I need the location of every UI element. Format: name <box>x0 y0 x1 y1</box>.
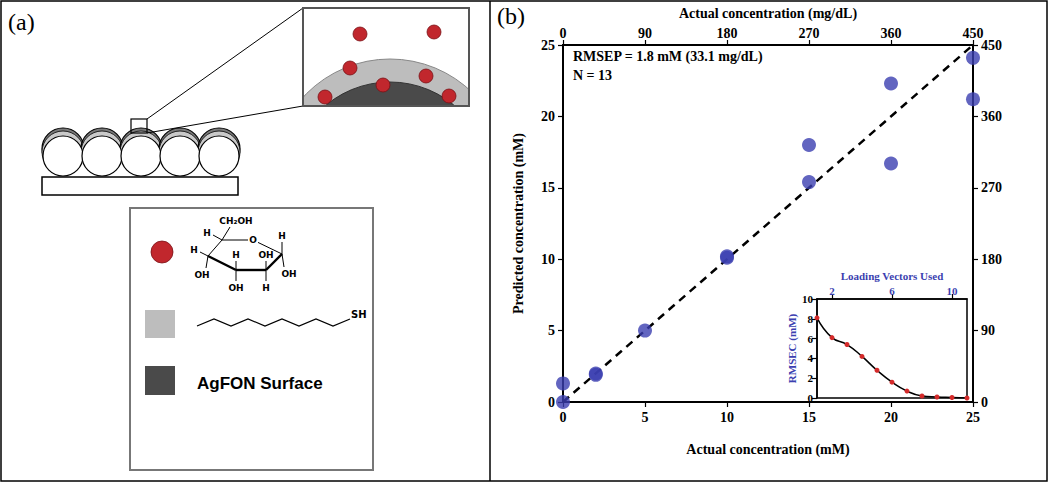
svg-text:0: 0 <box>808 392 814 404</box>
svg-text:180: 180 <box>717 26 738 41</box>
svg-text:Actual concentration (mg/dL): Actual concentration (mg/dL) <box>679 6 857 22</box>
svg-text:Actual concentration (mM): Actual concentration (mM) <box>686 442 850 458</box>
svg-text:25: 25 <box>541 38 555 53</box>
svg-text:5: 5 <box>642 410 649 425</box>
svg-text:OH: OH <box>194 270 209 280</box>
svg-text:OH: OH <box>258 250 273 260</box>
svg-text:H: H <box>278 231 286 241</box>
svg-text:10: 10 <box>541 252 555 267</box>
svg-text:360: 360 <box>981 109 1002 124</box>
svg-text:RMSEP = 1.8 mM (33.1 mg/dL): RMSEP = 1.8 mM (33.1 mg/dL) <box>573 49 763 65</box>
svg-text:360: 360 <box>881 26 902 41</box>
svg-text:(a): (a) <box>8 9 35 35</box>
svg-text:H: H <box>262 283 270 293</box>
svg-text:0: 0 <box>560 26 567 41</box>
svg-text:H: H <box>190 245 198 255</box>
svg-text:2: 2 <box>829 285 835 297</box>
svg-text:H: H <box>232 250 240 260</box>
svg-text:6: 6 <box>808 333 814 345</box>
svg-text:Loading Vectors Used: Loading Vectors Used <box>841 270 944 282</box>
svg-text:CH₂OH: CH₂OH <box>219 216 252 226</box>
svg-text:15: 15 <box>802 410 816 425</box>
svg-text:8: 8 <box>808 313 814 325</box>
svg-text:90: 90 <box>638 26 652 41</box>
svg-text:10: 10 <box>947 285 959 297</box>
svg-text:O: O <box>249 235 257 245</box>
svg-text:4: 4 <box>808 352 814 364</box>
svg-text:OH: OH <box>228 283 243 293</box>
svg-text:450: 450 <box>981 38 1002 53</box>
svg-text:(b): (b) <box>497 3 525 29</box>
svg-text:RMSEC (mM): RMSEC (mM) <box>786 313 799 383</box>
svg-text:90: 90 <box>981 323 995 338</box>
svg-text:10: 10 <box>802 293 814 305</box>
svg-text:180: 180 <box>981 252 1002 267</box>
svg-text:SH: SH <box>351 309 367 320</box>
svg-text:AgFON Surface: AgFON Surface <box>197 374 323 393</box>
svg-text:25: 25 <box>966 410 980 425</box>
svg-text:N = 13: N = 13 <box>573 68 612 83</box>
svg-text:20: 20 <box>884 410 898 425</box>
svg-text:270: 270 <box>981 180 1002 195</box>
svg-text:Predicted concentration (mM): Predicted concentration (mM) <box>511 133 527 314</box>
svg-text:5: 5 <box>548 323 555 338</box>
svg-text:OH: OH <box>281 269 296 279</box>
svg-text:20: 20 <box>541 109 555 124</box>
svg-text:15: 15 <box>541 180 555 195</box>
svg-text:0: 0 <box>981 395 988 410</box>
svg-text:2: 2 <box>808 372 814 384</box>
svg-text:0: 0 <box>560 410 567 425</box>
svg-text:H: H <box>203 228 211 238</box>
svg-text:10: 10 <box>720 410 734 425</box>
svg-text:450: 450 <box>963 26 984 41</box>
svg-text:270: 270 <box>799 26 820 41</box>
svg-text:6: 6 <box>889 285 895 297</box>
svg-text:0: 0 <box>548 395 555 410</box>
